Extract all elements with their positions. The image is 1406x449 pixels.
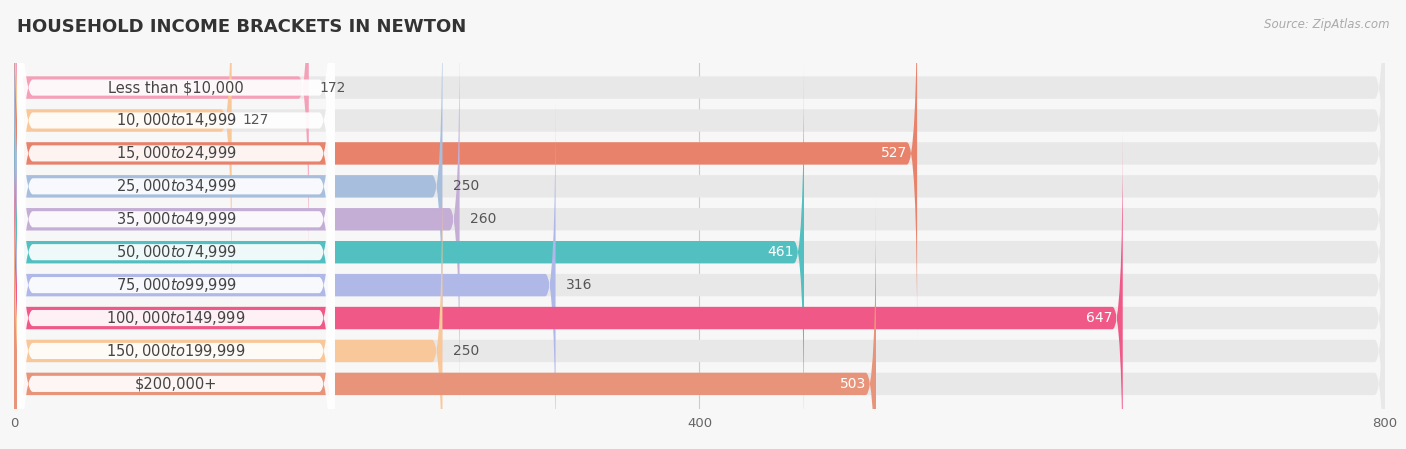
Text: 127: 127 bbox=[242, 114, 269, 128]
Text: Source: ZipAtlas.com: Source: ZipAtlas.com bbox=[1264, 18, 1389, 31]
Text: $75,000 to $99,999: $75,000 to $99,999 bbox=[115, 276, 236, 294]
FancyBboxPatch shape bbox=[14, 99, 555, 449]
Text: $100,000 to $149,999: $100,000 to $149,999 bbox=[107, 309, 246, 327]
FancyBboxPatch shape bbox=[17, 0, 335, 376]
FancyBboxPatch shape bbox=[14, 132, 1123, 449]
Text: 172: 172 bbox=[319, 80, 346, 95]
FancyBboxPatch shape bbox=[14, 0, 443, 373]
FancyBboxPatch shape bbox=[14, 66, 1385, 439]
FancyBboxPatch shape bbox=[14, 198, 876, 449]
FancyBboxPatch shape bbox=[14, 165, 1385, 449]
FancyBboxPatch shape bbox=[17, 96, 335, 449]
FancyBboxPatch shape bbox=[17, 0, 335, 409]
Text: $200,000+: $200,000+ bbox=[135, 376, 217, 392]
Text: 260: 260 bbox=[470, 212, 496, 226]
Text: Less than $10,000: Less than $10,000 bbox=[108, 80, 243, 95]
FancyBboxPatch shape bbox=[17, 30, 335, 449]
FancyBboxPatch shape bbox=[14, 0, 309, 274]
FancyBboxPatch shape bbox=[17, 63, 335, 449]
Text: 647: 647 bbox=[1085, 311, 1112, 325]
Text: $150,000 to $199,999: $150,000 to $199,999 bbox=[107, 342, 246, 360]
Text: $35,000 to $49,999: $35,000 to $49,999 bbox=[115, 210, 236, 228]
FancyBboxPatch shape bbox=[14, 0, 1385, 373]
Text: $15,000 to $24,999: $15,000 to $24,999 bbox=[115, 145, 236, 163]
Text: 527: 527 bbox=[880, 146, 907, 160]
Text: 250: 250 bbox=[453, 179, 479, 194]
FancyBboxPatch shape bbox=[14, 0, 232, 307]
FancyBboxPatch shape bbox=[14, 165, 443, 449]
FancyBboxPatch shape bbox=[14, 0, 1385, 307]
FancyBboxPatch shape bbox=[17, 0, 335, 449]
Text: HOUSEHOLD INCOME BRACKETS IN NEWTON: HOUSEHOLD INCOME BRACKETS IN NEWTON bbox=[17, 18, 467, 36]
FancyBboxPatch shape bbox=[14, 66, 804, 439]
FancyBboxPatch shape bbox=[17, 0, 335, 449]
FancyBboxPatch shape bbox=[14, 99, 1385, 449]
FancyBboxPatch shape bbox=[14, 0, 1385, 274]
FancyBboxPatch shape bbox=[17, 0, 335, 442]
Text: $25,000 to $34,999: $25,000 to $34,999 bbox=[115, 177, 236, 195]
FancyBboxPatch shape bbox=[14, 0, 917, 340]
Text: 503: 503 bbox=[839, 377, 866, 391]
Text: 250: 250 bbox=[453, 344, 479, 358]
FancyBboxPatch shape bbox=[17, 0, 335, 449]
FancyBboxPatch shape bbox=[14, 33, 460, 405]
Text: 316: 316 bbox=[565, 278, 592, 292]
FancyBboxPatch shape bbox=[14, 198, 1385, 449]
FancyBboxPatch shape bbox=[14, 33, 1385, 405]
FancyBboxPatch shape bbox=[14, 0, 1385, 340]
Text: 461: 461 bbox=[768, 245, 794, 259]
FancyBboxPatch shape bbox=[17, 0, 335, 449]
Text: $10,000 to $14,999: $10,000 to $14,999 bbox=[115, 111, 236, 129]
FancyBboxPatch shape bbox=[14, 132, 1385, 449]
Text: $50,000 to $74,999: $50,000 to $74,999 bbox=[115, 243, 236, 261]
